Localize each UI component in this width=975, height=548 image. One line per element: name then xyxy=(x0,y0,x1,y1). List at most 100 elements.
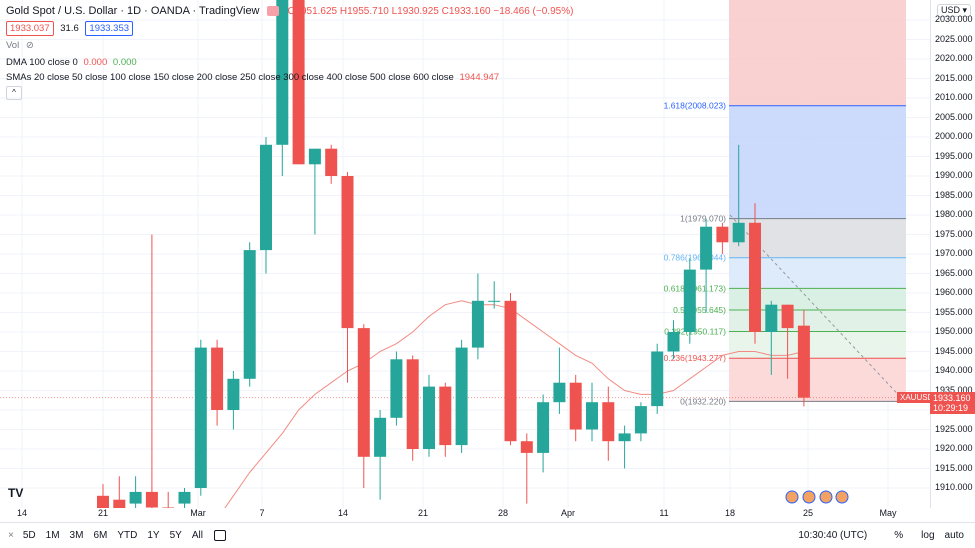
time-tick-label: Apr xyxy=(560,508,576,518)
range-button-3m[interactable]: 3M xyxy=(69,530,84,541)
time-tick-label: 21 xyxy=(417,508,429,518)
candle-body xyxy=(439,386,452,446)
ohlc-values: O1951.625 H1955.710 L1930.925 C1933.160 … xyxy=(287,6,574,17)
candle-body xyxy=(145,491,158,508)
range-buttons: 5D 1M 3M 6M YTD 1Y 5Y All xyxy=(18,530,208,541)
candle-body xyxy=(765,304,778,332)
fib-level-label: 0.5(1955.645) xyxy=(673,305,726,315)
tag-icon[interactable] xyxy=(266,6,279,17)
fib-zone xyxy=(729,105,906,219)
price-tick-label: 2030.000 xyxy=(935,14,973,24)
economic-event-icon xyxy=(835,490,849,504)
price-tick-label: 1975.000 xyxy=(935,228,973,239)
auto-toggle[interactable]: auto xyxy=(944,530,964,541)
candle-body xyxy=(749,222,761,332)
candle-body xyxy=(260,144,272,251)
fib-level-label: 0.236(1943.277) xyxy=(664,353,727,363)
candle-body xyxy=(569,382,582,430)
candle-body xyxy=(602,402,615,442)
time-tick-label: May xyxy=(879,508,897,518)
date-range-icon[interactable] xyxy=(213,530,226,541)
time-tick-label: 11 xyxy=(659,508,669,518)
candle-body xyxy=(683,269,696,332)
fib-zone xyxy=(729,0,906,106)
log-toggle[interactable]: log xyxy=(921,530,935,541)
candle-body xyxy=(716,226,729,243)
smas-legend[interactable]: SMAs 20 close 50 close 100 close 150 clo… xyxy=(6,72,499,83)
fib-level-label: 0.786(1969.044) xyxy=(664,253,727,263)
candle-body xyxy=(178,491,191,504)
fib-zone xyxy=(729,358,906,402)
price-tick-label: 2020.000 xyxy=(935,53,973,63)
candle-body xyxy=(194,347,207,488)
dma-value-2: 0.000 xyxy=(112,57,137,68)
currency-selector[interactable]: USD ▾ xyxy=(937,4,972,17)
utc-clock[interactable]: 10:30:40 (UTC) xyxy=(798,530,868,541)
volume-label: Vol xyxy=(6,40,20,51)
candle-body xyxy=(618,433,631,442)
fib-zone xyxy=(729,288,906,310)
volume-legend[interactable]: Vol ⊘ xyxy=(6,40,34,51)
price-scale[interactable]: USD ▾ 2030.000 2025.000 2020.000 2015.000 20… xyxy=(930,0,975,508)
price-chart[interactable]: 1.618(2008.023) 1(1979.070) 0.786(1969.044… xyxy=(0,0,930,548)
candle-body xyxy=(797,325,810,398)
candle-body xyxy=(537,402,550,453)
fib-level-label: 0(1932.220) xyxy=(680,396,726,406)
price-tick-label: 2000.000 xyxy=(935,131,973,141)
collapse-legend-button[interactable]: ^ xyxy=(6,86,22,100)
price-tick-label: 1935.000 xyxy=(935,384,973,395)
eye-hidden-icon[interactable]: ⊘ xyxy=(25,40,34,51)
spread-value: 31.6 xyxy=(60,23,79,34)
range-button-all[interactable]: All xyxy=(191,530,203,541)
candle-body xyxy=(374,417,387,457)
symbol-legend[interactable]: Gold Spot / U.S. Dollar · 1D · OANDA · T… xyxy=(6,5,573,17)
candle-body xyxy=(129,491,142,504)
candle-body xyxy=(390,359,403,418)
candle-body xyxy=(586,402,598,430)
candle-body xyxy=(211,347,224,410)
candle-body xyxy=(97,495,109,516)
price-tick-label: 2010.000 xyxy=(935,92,973,102)
chart-pane[interactable]: 1.618(2008.023) 1(1979.070) 0.786(1969.044… xyxy=(0,0,930,548)
candle-body xyxy=(781,304,794,329)
percent-toggle[interactable]: % xyxy=(894,530,904,541)
bottom-toolbar: × 5D 1M 3M 6M YTD 1Y 5Y All 10:30:40 (UTC) % lo… xyxy=(0,522,975,548)
time-tick-label: 18 xyxy=(724,508,736,518)
candle-body xyxy=(471,300,484,348)
price-tick-label: 1960.000 xyxy=(935,287,973,297)
range-button-ytd[interactable]: YTD xyxy=(117,530,138,541)
range-button-5d[interactable]: 5D xyxy=(22,530,36,541)
range-button-1y[interactable]: 1Y xyxy=(147,530,160,541)
fib-zone xyxy=(729,331,906,359)
price-tick-label: 1970.000 xyxy=(935,248,973,258)
candle-body xyxy=(406,359,419,449)
range-button-6m[interactable]: 6M xyxy=(93,530,108,541)
candle-body xyxy=(276,0,289,145)
price-tick-label: 1925.000 xyxy=(935,423,973,434)
price-tick-label: 1950.000 xyxy=(935,326,973,336)
price-tick-label: 1915.000 xyxy=(935,462,973,473)
symbol-badge: XAUUSD xyxy=(897,392,933,403)
time-axis[interactable]: 14 21 Mar 7 14 21 28 Apr 11 18 25 May xyxy=(0,508,930,522)
price-tick-label: 2025.000 xyxy=(935,33,973,44)
fib-trend-line xyxy=(729,214,899,395)
range-button-5y[interactable]: 5Y xyxy=(169,530,182,541)
dma-legend[interactable]: DMA 100 close 0 0.000 0.000 xyxy=(6,57,137,68)
candle-body xyxy=(325,148,338,176)
economic-event-icon xyxy=(802,490,816,504)
smas-label: SMAs 20 close 50 close 100 close 150 clo… xyxy=(6,72,454,83)
candle-body xyxy=(292,0,305,165)
tradingview-logo: TV xyxy=(8,486,23,500)
candle-body xyxy=(700,226,713,270)
bid-ask-row: 1933.037 31.6 1933.353 xyxy=(6,21,137,36)
dma-label: DMA 100 close 0 xyxy=(6,57,78,68)
candle-body xyxy=(341,176,354,329)
close-icon[interactable]: × xyxy=(8,530,14,541)
bid-price[interactable]: 1933.037 xyxy=(6,21,54,36)
ask-price[interactable]: 1933.353 xyxy=(85,21,134,36)
price-tick-label: 1980.000 xyxy=(935,209,973,219)
candle-body xyxy=(308,148,321,165)
current-price-badge: 1933.160 10:29:19 xyxy=(930,392,975,414)
range-button-1m[interactable]: 1M xyxy=(45,530,60,541)
candle-body xyxy=(667,332,680,352)
